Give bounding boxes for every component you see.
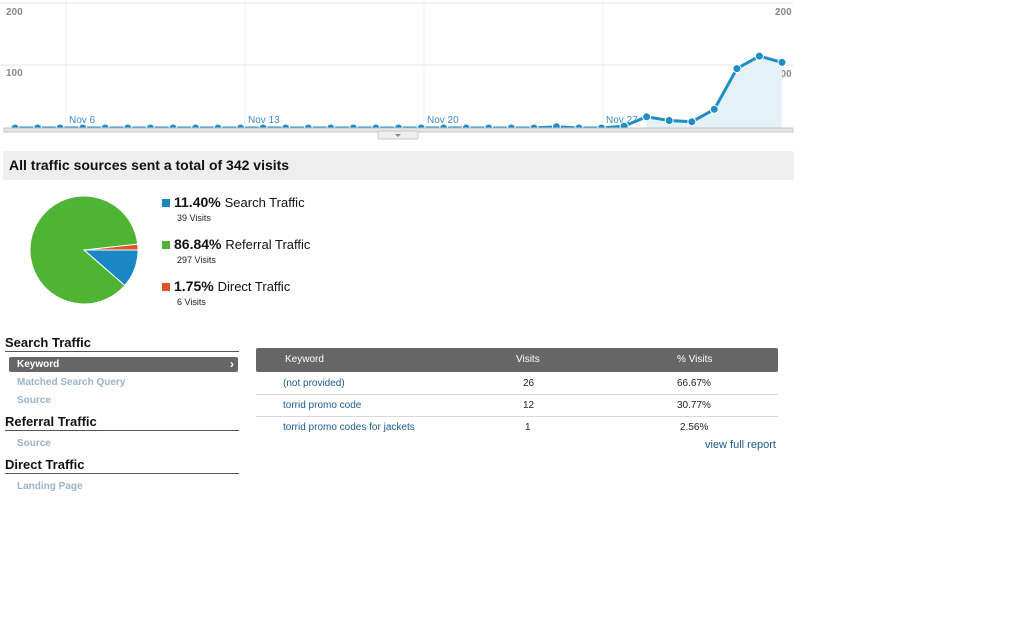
row-visits: 12 <box>523 400 535 411</box>
nav-section-direct-traffic: Direct Traffic <box>5 457 239 474</box>
data-point[interactable] <box>664 116 674 125</box>
legend-direct-visits: 6 Visits <box>177 297 206 307</box>
legend-swatch-search <box>162 199 170 207</box>
view-full-report-link[interactable]: view full report <box>705 439 776 451</box>
visits-trend-svg: 200 100 200 100 Nov 6 Nov 13 Nov 20 Nov … <box>0 0 794 140</box>
legend-referral-pct: 86.84% <box>174 236 222 252</box>
data-point[interactable] <box>777 57 787 67</box>
visits-data-points <box>10 51 787 133</box>
nav-item-referral-source[interactable]: Source <box>17 438 51 449</box>
chevron-right-icon: › <box>230 357 234 371</box>
legend-referral-name: Referral Traffic <box>225 237 311 252</box>
y-tick-left-100: 100 <box>6 68 23 79</box>
legend-referral-pct-group: 86.84% Referral Traffic <box>174 236 310 252</box>
legend-referral-visits: 297 Visits <box>177 255 216 265</box>
table-row: (not provided) 26 66.67% <box>256 372 778 395</box>
y-tick-right-200: 200 <box>775 7 792 18</box>
nav-item-search-source[interactable]: Source <box>17 395 51 406</box>
summary-title: All traffic sources sent a total of 342 … <box>9 157 290 173</box>
legend-swatch-referral <box>162 241 170 249</box>
nav-item-keyword-label: Keyword <box>17 359 60 370</box>
traffic-sources-pie <box>29 195 139 305</box>
data-point[interactable] <box>687 117 697 127</box>
x-label-nov-13: Nov 13 <box>248 115 280 126</box>
legend-swatch-direct <box>162 283 170 291</box>
y-tick-left-200: 200 <box>6 7 23 18</box>
nav-item-landing-page[interactable]: Landing Page <box>17 481 83 492</box>
pie-slice-referral <box>29 195 139 305</box>
legend-search-pct-group: 11.40% Search Traffic <box>174 194 305 210</box>
legend-search-pct: 11.40% <box>174 194 221 210</box>
nav-item-keyword[interactable]: Keyword › <box>9 357 238 372</box>
data-point[interactable] <box>709 104 719 114</box>
legend-search-name: Search Traffic <box>224 195 305 210</box>
x-label-nov-27: Nov 27 <box>606 115 638 126</box>
nav-item-matched-search-query[interactable]: Matched Search Query <box>17 377 126 388</box>
visits-area-fill <box>646 56 782 128</box>
summary-bar: All traffic sources sent a total of 342 … <box>3 151 794 180</box>
data-point[interactable] <box>754 51 764 61</box>
row-pct-visits: 66.67% <box>677 378 711 389</box>
y-tick-right-100: 100 <box>775 69 792 80</box>
data-point[interactable] <box>732 64 742 74</box>
data-point[interactable] <box>642 112 652 122</box>
column-header-keyword[interactable]: Keyword <box>285 354 324 365</box>
row-visits: 26 <box>523 378 535 389</box>
visits-trend-chart: 200 100 200 100 Nov 6 Nov 13 Nov 20 Nov … <box>0 0 800 142</box>
legend-direct-pct-group: 1.75% Direct Traffic <box>174 278 290 294</box>
table-row: torrid promo codes for jackets 1 2.56% <box>256 416 778 438</box>
row-keyword-link[interactable]: torrid promo codes for jackets <box>283 422 415 433</box>
row-pct-visits: 30.77% <box>677 400 711 411</box>
legend-direct-pct: 1.75% <box>174 278 214 294</box>
table-header-row: Keyword Visits % Visits <box>256 348 778 372</box>
x-label-nov-6: Nov 6 <box>69 115 96 126</box>
row-keyword-link[interactable]: (not provided) <box>283 378 345 389</box>
row-keyword-link[interactable]: torrid promo code <box>283 400 362 411</box>
column-header-pct-visits[interactable]: % Visits <box>677 354 713 365</box>
column-header-visits[interactable]: Visits <box>516 354 540 365</box>
row-pct-visits: 2.56% <box>680 422 709 433</box>
row-visits: 1 <box>525 422 531 433</box>
table-row: torrid promo code 12 30.77% <box>256 394 778 417</box>
nav-section-search-traffic: Search Traffic <box>5 335 239 352</box>
legend-search-visits: 39 Visits <box>177 213 211 223</box>
x-label-nov-20: Nov 20 <box>427 115 459 126</box>
legend-direct-name: Direct Traffic <box>217 279 291 294</box>
chevron-down-icon <box>395 134 401 137</box>
nav-section-referral-traffic: Referral Traffic <box>5 414 239 431</box>
